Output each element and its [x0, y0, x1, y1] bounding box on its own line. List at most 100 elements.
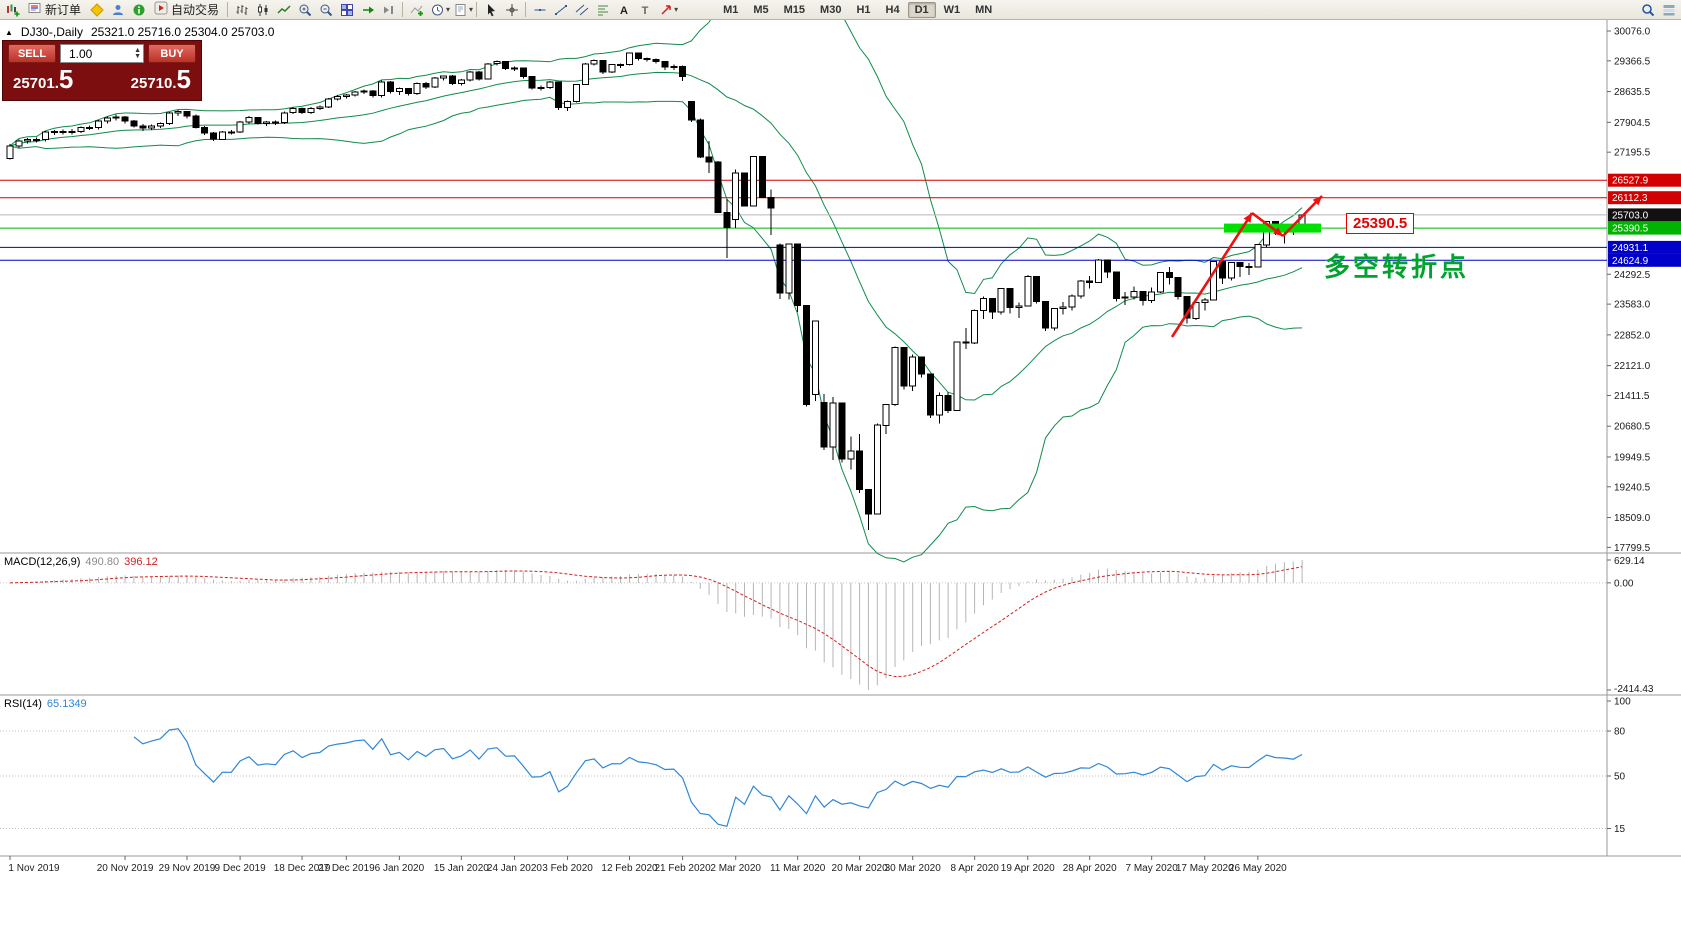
profile-icon[interactable] — [107, 1, 128, 19]
candle — [449, 75, 456, 85]
svg-text:20680.5: 20680.5 — [1614, 422, 1651, 433]
candle — [103, 117, 111, 122]
svg-text:629.14: 629.14 — [1614, 556, 1645, 567]
candle — [661, 61, 669, 68]
svg-text:30 Mar 2020: 30 Mar 2020 — [885, 863, 942, 874]
candle — [811, 320, 819, 396]
new-order-button[interactable]: 新订单 — [23, 1, 86, 19]
candle — [263, 121, 271, 124]
search-icon[interactable] — [1637, 1, 1658, 19]
candle — [121, 116, 129, 122]
timeframe-button-m1[interactable]: M1 — [723, 3, 739, 16]
tile-windows-icon[interactable] — [336, 1, 357, 19]
candle — [599, 59, 607, 73]
horizontal-level-lines[interactable] — [0, 179, 1607, 261]
timeframe-button-d1[interactable]: D1 — [907, 1, 936, 18]
candle — [41, 131, 49, 141]
text-icon[interactable]: A — [613, 1, 634, 19]
channel-icon[interactable] — [571, 1, 592, 19]
volume-up-icon[interactable]: ▲ — [134, 46, 141, 54]
fibonacci-icon[interactable] — [592, 1, 613, 19]
crosshair-icon[interactable] — [501, 1, 522, 19]
news-icon[interactable] — [128, 1, 149, 19]
candle — [289, 107, 297, 114]
svg-text:24292.5: 24292.5 — [1614, 270, 1651, 281]
turning-point-annotation: 多空转折点 — [1324, 252, 1470, 282]
svg-text:T: T — [641, 5, 648, 17]
timeframe-toolbar: M1 M5 M15 M30 H1 H4 D1 W1 MN — [716, 1, 999, 18]
zoom-out-icon[interactable] — [315, 1, 336, 19]
trendline-icon[interactable] — [550, 1, 571, 19]
candle — [1059, 306, 1067, 310]
bollinger-bands — [9, 0, 1303, 563]
arrows-icon[interactable] — [655, 1, 676, 19]
metaquotes-icon[interactable] — [86, 1, 107, 19]
candle — [511, 67, 518, 70]
candle — [174, 110, 182, 114]
candle — [59, 130, 67, 133]
svg-text:22121.0: 22121.0 — [1614, 361, 1651, 372]
panel-separators[interactable] — [0, 20, 1681, 857]
volume-input[interactable]: 1.00 ▲ ▼ — [60, 44, 144, 63]
text-label-icon[interactable]: T — [634, 1, 655, 19]
volume-down-icon[interactable]: ▼ — [134, 52, 141, 60]
indicators-icon[interactable] — [406, 1, 427, 19]
candle — [1165, 272, 1173, 278]
dropdown-caret-icon[interactable]: ▾ — [674, 5, 679, 14]
candle-chart-icon[interactable] — [252, 1, 273, 19]
cursor-icon[interactable] — [480, 1, 501, 19]
timeframe-button-m15[interactable]: M15 — [783, 3, 806, 16]
timeframe-button-h4[interactable]: H4 — [885, 3, 900, 16]
candle — [1210, 261, 1218, 301]
candle — [988, 297, 996, 313]
trend-arrows[interactable] — [1170, 195, 1323, 338]
candle — [564, 101, 571, 109]
svg-text:25390.5: 25390.5 — [1612, 224, 1649, 235]
auto-scroll-icon[interactable] — [357, 1, 378, 19]
layout-icon[interactable] — [1658, 1, 1679, 19]
dropdown-caret-icon[interactable]: ▾ — [446, 5, 451, 14]
periods-icon[interactable] — [427, 1, 448, 19]
timeframe-button-m30[interactable]: M30 — [820, 3, 842, 16]
candle — [1219, 261, 1226, 279]
toolbar: 新订单 自动交易 ▾ ▾ A T ▾ M1 M5 M15 M30 H1 H4 D1 W1 MN — [0, 0, 1681, 20]
timeframe-button-m5[interactable]: M5 — [753, 3, 769, 16]
buy-button[interactable]: BUY — [148, 44, 196, 63]
candle — [749, 156, 757, 207]
candle — [1050, 308, 1058, 329]
symbol-period-label: DJ30-,Daily — [20, 25, 83, 39]
candle — [325, 98, 333, 108]
sell-price: 25701.5 — [13, 64, 74, 94]
dropdown-caret-icon[interactable]: ▾ — [469, 5, 474, 14]
svg-text:12 Feb 2020: 12 Feb 2020 — [601, 863, 658, 874]
new-chart-icon[interactable] — [2, 1, 23, 19]
candle — [369, 90, 377, 97]
candle — [1121, 296, 1129, 299]
chart-shift-icon[interactable] — [378, 1, 399, 19]
collapse-one-click-icon[interactable]: ▲ — [5, 27, 13, 37]
sell-button[interactable]: SELL — [8, 44, 56, 63]
candle — [272, 121, 279, 124]
svg-text:26527.9: 26527.9 — [1612, 176, 1649, 187]
svg-text:24931.1: 24931.1 — [1612, 243, 1649, 254]
line-chart-icon[interactable] — [273, 1, 294, 19]
svg-text:-2414.43: -2414.43 — [1614, 684, 1654, 695]
candle — [1015, 305, 1023, 309]
templates-icon[interactable] — [450, 1, 471, 19]
timeframe-button-mn[interactable]: MN — [975, 3, 993, 16]
candle — [900, 347, 908, 387]
bar-chart-icon[interactable] — [231, 1, 252, 19]
zoom-in-icon[interactable] — [294, 1, 315, 19]
candle — [298, 107, 306, 114]
timeframe-button-h1[interactable]: H1 — [856, 3, 871, 16]
level-price-flag[interactable]: 25390.5 — [1346, 213, 1415, 234]
svg-text:28 Apr 2020: 28 Apr 2020 — [1063, 863, 1117, 874]
date-axis[interactable]: 1 Nov 2019 20 Nov 2019 29 Nov 2019 9 Dec 20… — [8, 856, 1287, 874]
auto-trading-button[interactable]: 自动交易 — [149, 1, 224, 19]
hline-icon[interactable] — [529, 1, 550, 19]
candle — [502, 61, 510, 69]
timeframe-button-w1[interactable]: W1 — [943, 3, 961, 16]
candle — [909, 356, 917, 387]
price-axis[interactable]: 30076.0 29366.5 28635.5 27904.5 27195.5 24292… — [1607, 27, 1681, 554]
